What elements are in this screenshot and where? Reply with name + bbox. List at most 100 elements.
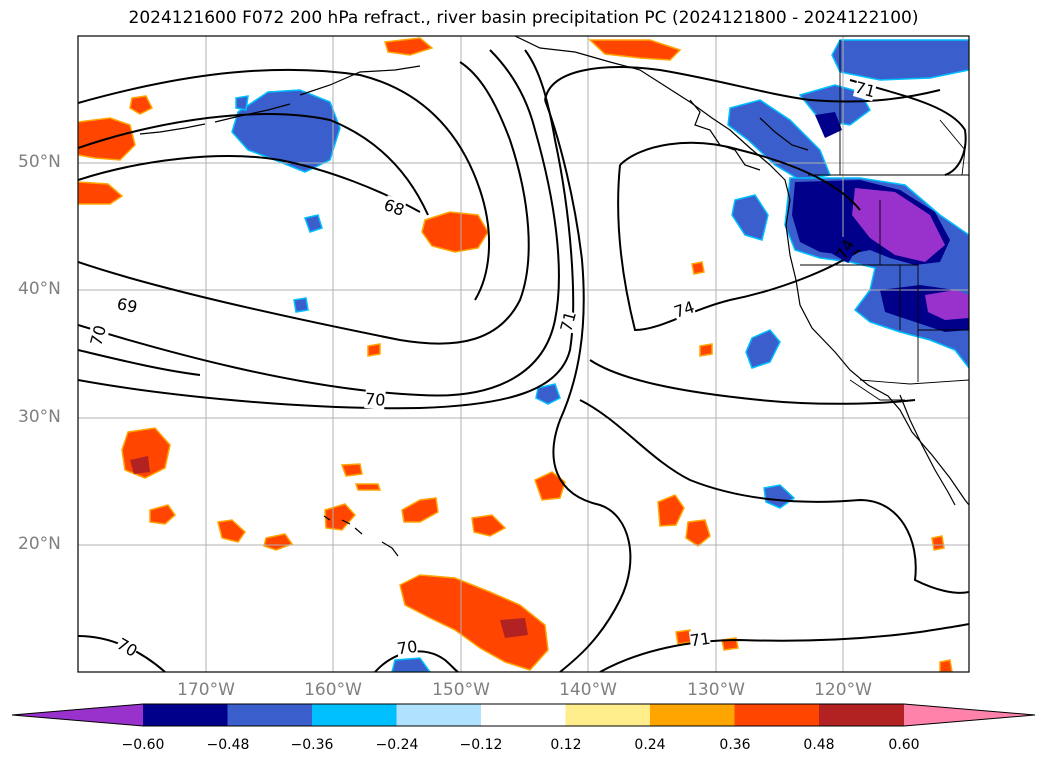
anomaly-area — [745, 329, 781, 369]
baja-coast — [899, 394, 956, 506]
map-background — [78, 36, 969, 672]
anomaly-area — [340, 463, 363, 477]
colorbar-tick-label: −0.36 — [290, 737, 334, 753]
colorbar-extend-min — [12, 704, 143, 726]
contour-line — [78, 155, 421, 213]
anomaly-area — [391, 657, 431, 672]
latitude-label: 50°N — [18, 152, 61, 172]
latitude-label: 20°N — [18, 534, 61, 554]
colorbar-tick-label: 0.36 — [719, 737, 751, 753]
anomaly-area — [78, 181, 124, 205]
contour-line — [78, 61, 530, 345]
colorbar-outline — [11, 703, 1036, 727]
alaska-coast — [299, 65, 421, 96]
latitude-label: 40°N — [18, 279, 61, 299]
anomaly-area — [421, 211, 489, 253]
colorbar-tick-label: 0.60 — [888, 737, 920, 753]
longitude-label: 140°W — [559, 680, 617, 700]
anomaly-area — [367, 343, 381, 357]
contour-label: 71 — [688, 628, 712, 651]
contour-line — [78, 113, 429, 216]
contour-line — [617, 164, 861, 332]
anomaly-area — [588, 39, 682, 61]
colorbar-swatch — [227, 704, 313, 726]
colorbar-swatch — [396, 704, 482, 726]
aleutian-islands — [214, 103, 291, 123]
anomaly-area — [931, 535, 945, 551]
colorbar-swatch — [312, 704, 397, 726]
anomaly-area — [231, 89, 341, 173]
anomaly-area — [293, 297, 309, 313]
anomaly-area — [149, 504, 176, 525]
colorbar-tick-label: 0.24 — [634, 737, 666, 753]
colorbar-extend-max — [904, 704, 1035, 726]
anomaly-area — [129, 95, 154, 115]
longitude-label: 170°W — [177, 680, 235, 700]
coast-detail — [759, 117, 809, 151]
anomaly-area — [815, 112, 842, 138]
longitude-label: 120°W — [814, 680, 872, 700]
contour-line — [78, 349, 201, 376]
colorbar-tick-label: −0.12 — [459, 737, 503, 753]
anomaly-area — [500, 618, 528, 638]
contour-line — [78, 49, 575, 410]
contour-line — [619, 141, 861, 211]
refractivity-contours — [78, 49, 969, 672]
colorbar-tick-label: 0.48 — [803, 737, 835, 753]
anomaly-area — [699, 343, 713, 357]
contour-line — [579, 399, 969, 594]
contour-line — [849, 79, 967, 176]
contour-line — [544, 66, 941, 103]
colorbar-tick-label: −0.24 — [375, 737, 419, 753]
anomaly-area — [831, 39, 969, 81]
latitude-label: 30°N — [18, 407, 61, 427]
hawaii-islands — [323, 515, 399, 557]
aleutian-islands — [139, 123, 206, 135]
colorbar-swatch — [143, 704, 228, 726]
anomaly-area — [534, 471, 566, 501]
coast-detail — [689, 99, 761, 171]
anomaly-area — [685, 519, 711, 547]
colorbar-swatch — [481, 704, 566, 726]
north-america-coast — [514, 36, 969, 506]
coastlines — [139, 36, 969, 557]
graticule — [78, 36, 969, 672]
anomaly-area — [384, 37, 434, 56]
contour-line — [589, 359, 916, 405]
anomaly-area — [401, 497, 439, 523]
anomaly-area — [130, 456, 150, 474]
contour-line — [78, 49, 560, 397]
anomaly-area — [217, 519, 246, 543]
contour-line — [78, 68, 490, 301]
anomaly-area — [235, 95, 249, 111]
colorbar-swatch — [819, 704, 904, 726]
contour-line — [599, 623, 969, 672]
map-title: 2024121600 F072 200 hPa refract., river … — [128, 8, 919, 28]
anomaly-area — [939, 659, 953, 672]
colorbar — [11, 703, 1036, 727]
contour-label: 70 — [395, 636, 419, 659]
anomaly-area — [304, 214, 323, 233]
anomaly-area — [657, 494, 685, 527]
positive-anomaly-areas — [78, 37, 953, 672]
longitude-label: 160°W — [304, 680, 362, 700]
contour-label: 69 — [115, 294, 140, 317]
anomaly-area — [691, 261, 705, 275]
contour-label: 70 — [364, 389, 387, 410]
longitude-label: 150°W — [432, 680, 490, 700]
colorbar-swatch — [650, 704, 735, 726]
anomaly-area — [471, 514, 507, 537]
anomaly-area — [354, 483, 382, 491]
anomaly-area — [925, 290, 969, 320]
anomaly-area — [731, 194, 769, 241]
colorbar-swatch — [565, 704, 651, 726]
colorbar-tick-label: 0.12 — [550, 737, 582, 753]
colorbar-swatch — [734, 704, 820, 726]
anomaly-area — [852, 188, 945, 262]
longitude-label: 130°W — [687, 680, 745, 700]
colorbar-tick-label: −0.48 — [206, 737, 250, 753]
anomaly-area — [535, 383, 561, 405]
negative-anomaly-areas — [231, 39, 969, 672]
contour-line — [544, 99, 632, 672]
